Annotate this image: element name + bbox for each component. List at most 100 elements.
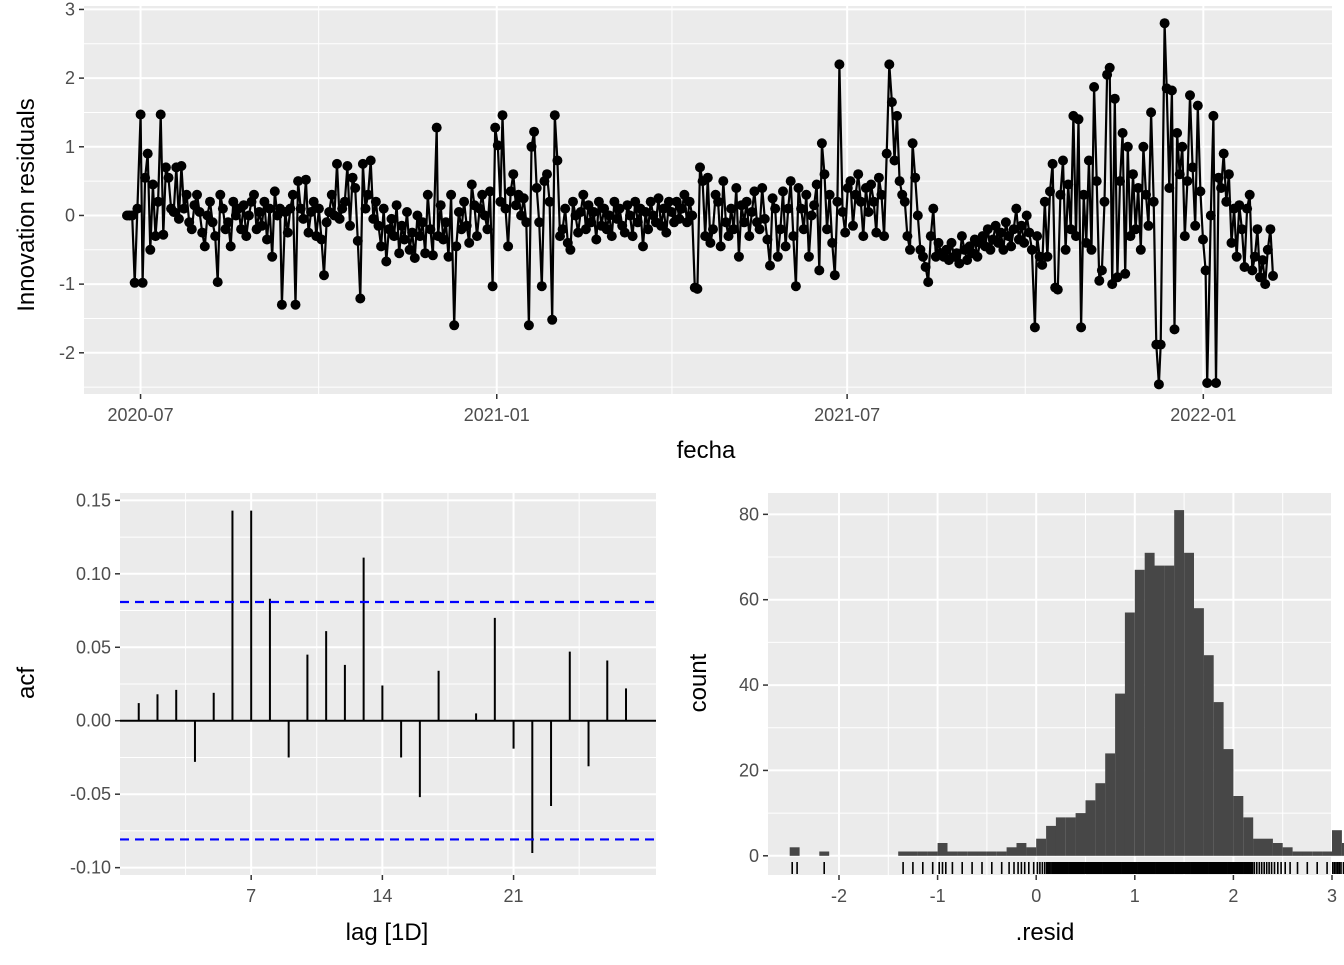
residual-point bbox=[1192, 100, 1203, 111]
residual-point bbox=[557, 224, 568, 235]
residual-point bbox=[259, 196, 270, 207]
residual-point bbox=[674, 213, 685, 224]
residual-point bbox=[127, 210, 138, 221]
histogram-bar bbox=[1341, 843, 1344, 856]
residual-point bbox=[534, 217, 545, 228]
residual-point bbox=[905, 244, 915, 255]
residual-point bbox=[796, 203, 807, 214]
residual-point bbox=[713, 196, 724, 207]
residual-point bbox=[249, 189, 259, 200]
residual-point bbox=[925, 231, 936, 242]
residual-point bbox=[573, 227, 584, 238]
residual-point bbox=[316, 234, 327, 245]
residual-point bbox=[1146, 107, 1157, 118]
residual-point bbox=[575, 207, 586, 217]
histogram-bar bbox=[1046, 825, 1056, 856]
residual-point bbox=[298, 213, 309, 224]
residual-point bbox=[427, 250, 438, 261]
residual-point bbox=[679, 189, 690, 200]
residual-point bbox=[422, 189, 433, 200]
residual-point bbox=[1236, 224, 1247, 235]
residual-point bbox=[848, 220, 858, 231]
residual-point bbox=[580, 224, 591, 235]
residual-point bbox=[1076, 322, 1087, 333]
residual-point bbox=[962, 255, 973, 266]
histogram-bar bbox=[1223, 749, 1234, 856]
residual-point bbox=[155, 109, 166, 120]
residual-point bbox=[142, 148, 153, 159]
residual-point bbox=[365, 155, 376, 166]
residual-point bbox=[879, 231, 890, 242]
residual-point bbox=[461, 220, 472, 231]
residual-point bbox=[941, 244, 952, 255]
residual-point bbox=[840, 227, 851, 238]
residual-point bbox=[212, 277, 223, 288]
histogram-x-tick-label: 3 bbox=[1327, 886, 1337, 906]
residual-point bbox=[194, 207, 205, 217]
acf-y-tick-label: -0.05 bbox=[70, 784, 111, 804]
residuals-y-tick-label: 0 bbox=[65, 205, 75, 225]
residual-point bbox=[1024, 227, 1035, 238]
histogram-y-tick-label: 40 bbox=[739, 675, 759, 695]
residual-point bbox=[907, 138, 918, 149]
residual-point bbox=[643, 224, 654, 235]
residual-point bbox=[415, 231, 425, 242]
residual-point bbox=[262, 234, 272, 245]
histogram-bar bbox=[1036, 838, 1047, 856]
residual-point bbox=[342, 161, 353, 171]
residual-point bbox=[705, 237, 716, 248]
histogram-bar bbox=[1164, 565, 1175, 856]
histogram-bar bbox=[1243, 817, 1254, 856]
residual-point bbox=[1265, 224, 1276, 235]
histogram-x-tick-label: 0 bbox=[1031, 886, 1041, 906]
residual-point bbox=[345, 220, 355, 231]
residual-point bbox=[612, 213, 622, 224]
residual-point bbox=[593, 196, 604, 207]
residual-point bbox=[389, 231, 400, 242]
residual-point bbox=[409, 253, 420, 263]
histogram-bar bbox=[1006, 847, 1017, 856]
histogram-bar bbox=[1144, 552, 1155, 856]
residual-point bbox=[446, 189, 457, 200]
residual-point bbox=[207, 217, 218, 228]
residual-point bbox=[920, 262, 931, 272]
residual-point bbox=[396, 220, 407, 231]
residual-point bbox=[1133, 183, 1144, 193]
residual-point bbox=[767, 193, 778, 204]
residual-point bbox=[544, 196, 555, 207]
acf-x-title: lag [1D] bbox=[346, 919, 429, 946]
residual-point bbox=[1058, 155, 1068, 166]
residual-point bbox=[1107, 279, 1118, 290]
residual-point bbox=[417, 217, 428, 228]
residual-point bbox=[663, 196, 674, 207]
residuals-y-axis: -2 -1 0 1 2 3 bbox=[59, 0, 84, 363]
residual-point bbox=[834, 59, 845, 70]
residual-point bbox=[886, 97, 897, 108]
histogram-bar bbox=[1016, 843, 1027, 856]
residual-point bbox=[783, 203, 794, 214]
histogram-bar bbox=[1253, 838, 1263, 856]
residual-point bbox=[529, 126, 540, 137]
residual-point bbox=[1202, 378, 1213, 388]
acf-spikes bbox=[120, 510, 656, 853]
residual-point bbox=[306, 207, 317, 217]
residual-point bbox=[370, 196, 381, 207]
residual-point bbox=[326, 189, 337, 200]
residual-point bbox=[1091, 176, 1102, 187]
residual-point bbox=[1125, 231, 1136, 242]
residual-point bbox=[951, 248, 962, 259]
residual-point bbox=[485, 186, 495, 197]
residual-point bbox=[503, 241, 514, 252]
histogram-bar bbox=[1302, 851, 1313, 856]
residual-point bbox=[443, 251, 454, 262]
residual-point bbox=[1120, 268, 1131, 279]
residual-point bbox=[871, 227, 882, 238]
histogram-bar bbox=[957, 851, 968, 856]
residual-point bbox=[376, 241, 387, 252]
residual-point bbox=[466, 179, 477, 190]
residual-point bbox=[215, 189, 226, 200]
residual-point bbox=[1037, 259, 1048, 270]
residual-point bbox=[160, 162, 171, 173]
residual-point bbox=[775, 224, 786, 235]
